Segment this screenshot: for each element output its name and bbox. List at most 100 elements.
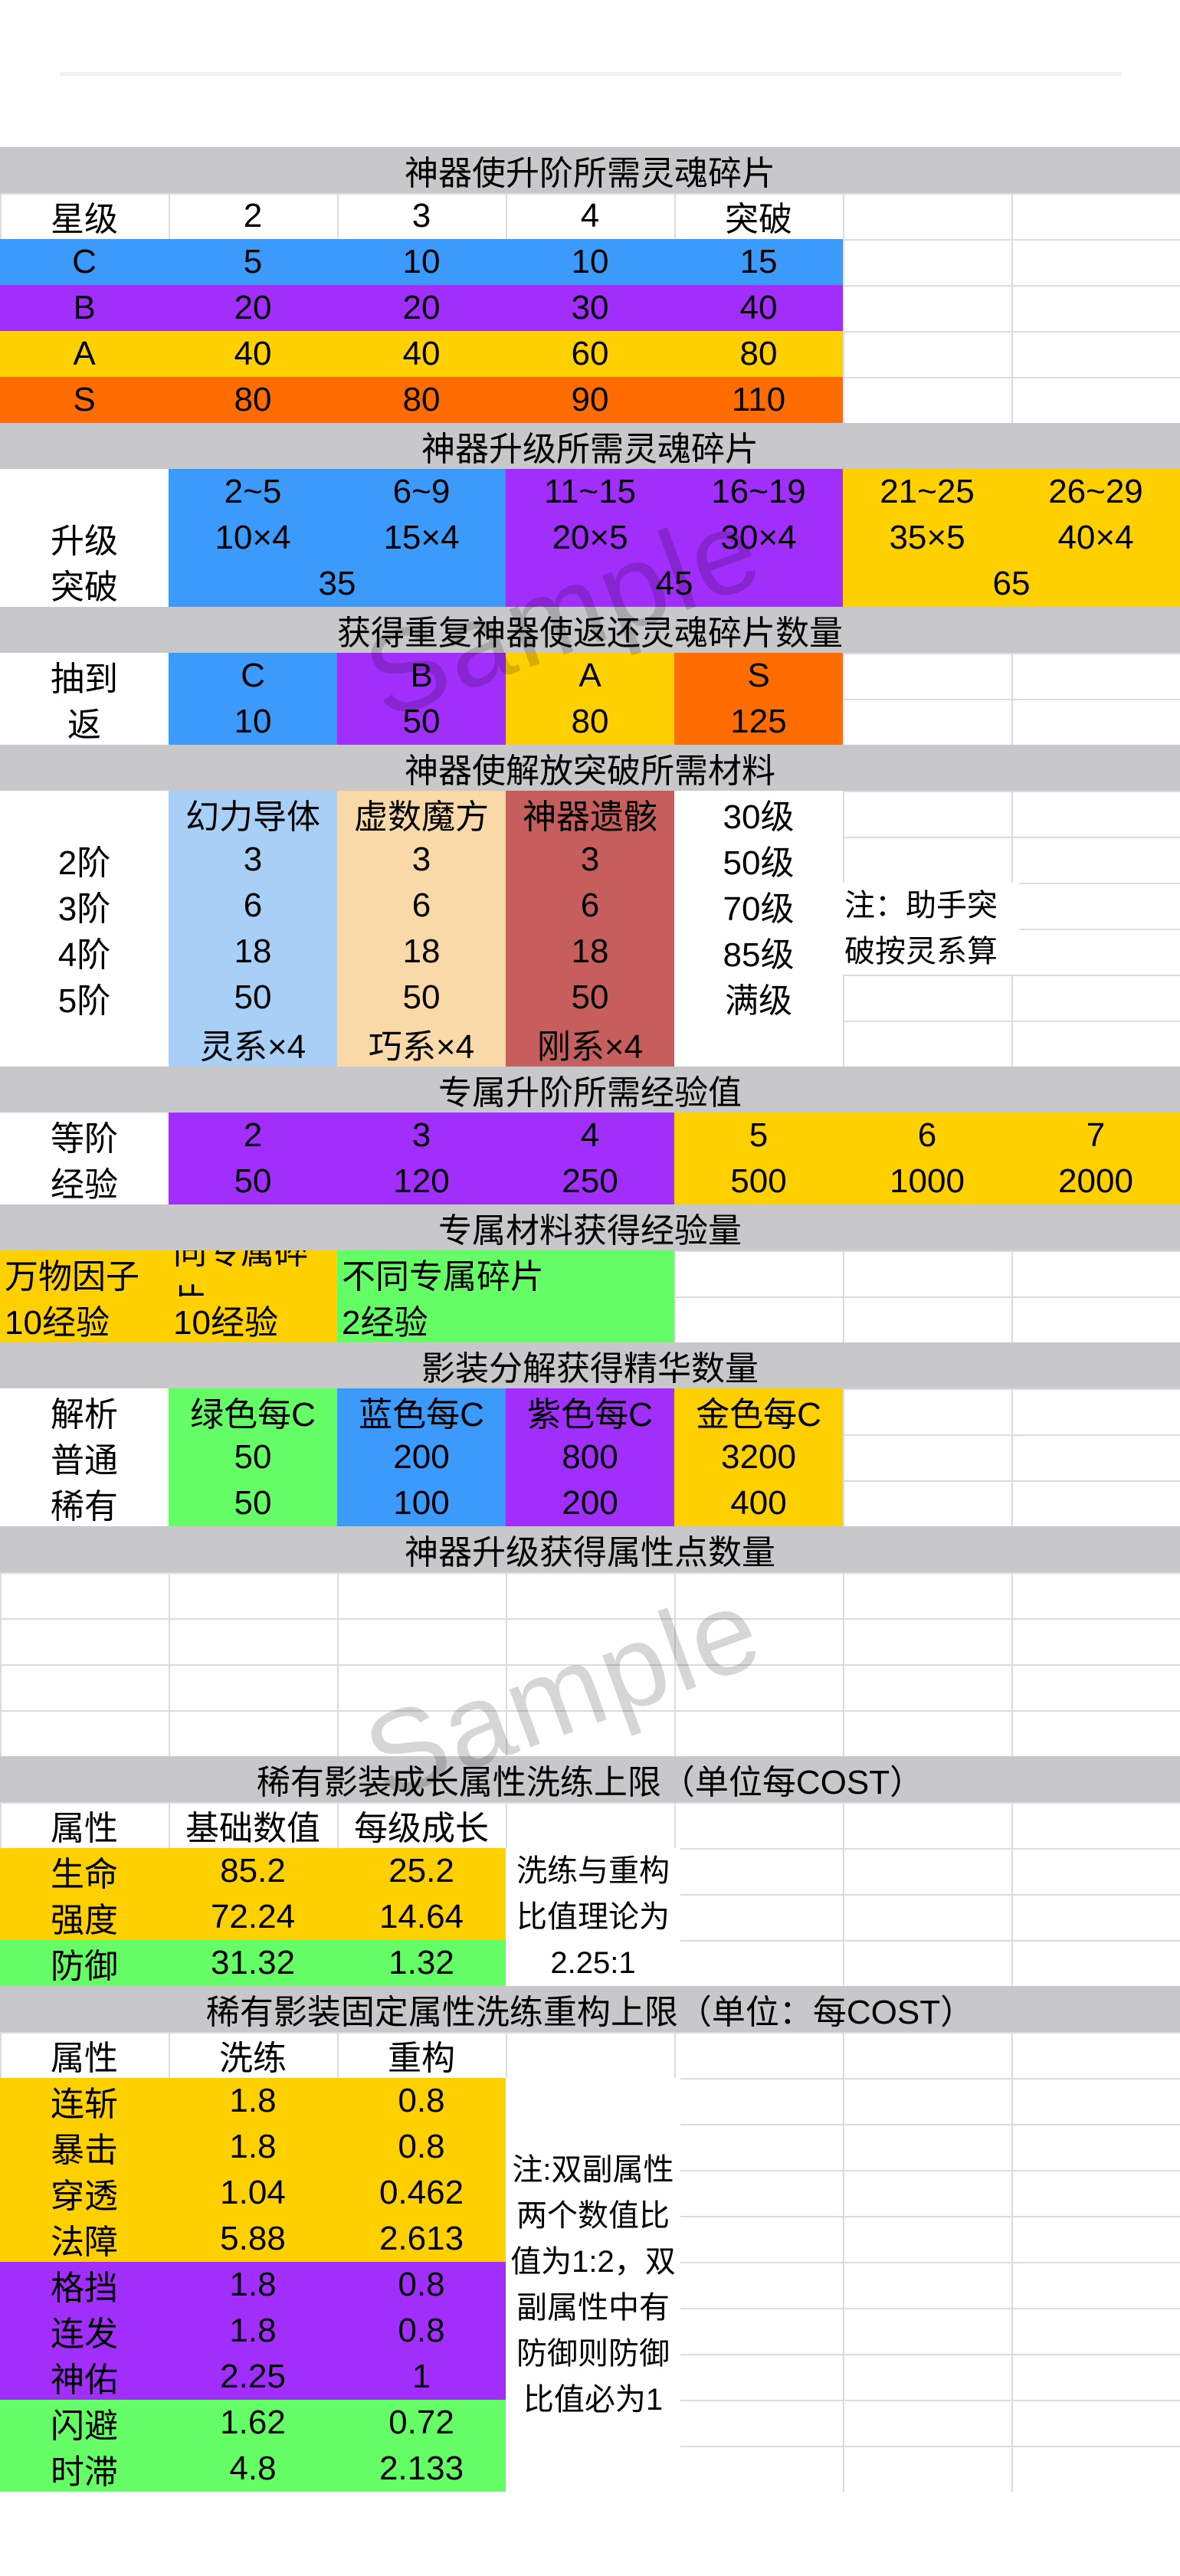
row-label: 返	[0, 699, 169, 745]
value-cell: 15	[674, 239, 843, 285]
value-cell: 30	[506, 285, 674, 331]
col-header: 3	[411, 197, 431, 234]
empty-cell	[674, 2078, 843, 2124]
empty-cell	[1011, 2262, 1180, 2308]
empty-cell	[1011, 1848, 1180, 1894]
col-header: 紫色每C	[506, 1388, 674, 1434]
section-title-dismantle-essence: 影装分解获得精华数量	[0, 1342, 1180, 1388]
empty-cell	[843, 1480, 1011, 1526]
empty-cell	[674, 2354, 843, 2400]
value-cell: 70级	[674, 883, 843, 929]
value-cell: 3	[506, 837, 674, 883]
section-exclusive-exp: 等阶 2 3 4 5 6 7 经验 50 120 250 500 1000 2000	[0, 1113, 1180, 1204]
value-cell: 110	[674, 377, 843, 423]
value-cell: 10经验	[169, 1296, 337, 1342]
empty-cell	[674, 1296, 843, 1342]
col-header: 蓝色每C	[337, 1388, 506, 1434]
value-cell: 2.613	[337, 2216, 506, 2262]
empty-cell	[843, 377, 1011, 423]
empty-cell	[1011, 2032, 1180, 2078]
value-cell: 85.2	[169, 1848, 337, 1894]
empty-cell	[1011, 975, 1180, 1021]
value-cell: 80	[337, 377, 506, 423]
empty-cell	[674, 2400, 843, 2446]
empty-cell	[843, 1848, 1011, 1894]
row-label: B	[0, 285, 169, 331]
value-cell: 120	[337, 1159, 506, 1204]
row-label: A	[0, 331, 169, 377]
empty-cell	[1011, 331, 1180, 377]
value-cell: 20	[337, 285, 506, 331]
value-cell: 50级	[674, 837, 843, 883]
row-label: 稀有	[0, 1480, 169, 1526]
value-cell: 80	[674, 331, 843, 377]
value-cell: 20	[169, 285, 337, 331]
value-cell: 5	[169, 239, 337, 285]
value-cell: 50	[169, 1434, 337, 1480]
col-header: 金色每C	[674, 1388, 843, 1434]
value-cell: 25.2	[337, 1848, 506, 1894]
empty-cell	[1011, 2124, 1180, 2170]
empty-cell	[843, 791, 1011, 837]
empty-cell	[843, 1940, 1011, 1986]
value-cell: 1.8	[169, 2124, 337, 2170]
empty-cell	[674, 1940, 843, 1986]
empty-cell	[674, 1848, 843, 1894]
empty-cell	[1011, 1388, 1180, 1434]
value-cell: 100	[337, 1480, 506, 1526]
value-cell: 6	[169, 883, 337, 929]
row-label: 强度	[0, 1894, 169, 1940]
value-cell: 80	[169, 377, 337, 423]
row-label: 神佑	[0, 2354, 169, 2400]
value-cell: 40	[337, 331, 506, 377]
empty-cell	[843, 193, 1011, 239]
empty-cell	[843, 653, 1011, 699]
value-cell: 6	[506, 883, 674, 929]
row-label: 普通	[0, 1434, 169, 1480]
empty-cell	[843, 2032, 1011, 2078]
value-cell: 1.8	[169, 2308, 337, 2354]
value-cell: C	[169, 653, 337, 699]
empty-cell	[1011, 1250, 1180, 1296]
value-cell: 30×4	[674, 515, 843, 561]
value-cell: 7	[1011, 1113, 1180, 1159]
value-cell: 1000	[843, 1159, 1011, 1204]
empty-cell	[843, 1296, 1011, 1342]
empty-cell	[674, 2032, 843, 2078]
empty-cell	[1011, 1480, 1180, 1526]
section-duplicate-refund: 抽到 C B A S 返 10 50 80 125	[0, 653, 1180, 745]
empty-cell	[1011, 377, 1180, 423]
empty-cell	[1011, 285, 1180, 331]
col-header: 神器遗骸	[506, 791, 674, 837]
value-cell: 65	[843, 561, 1180, 607]
empty-cell	[843, 2308, 1011, 2354]
empty-cell	[1011, 1434, 1180, 1480]
value-cell: 80	[506, 699, 674, 745]
value-cell: 18	[506, 929, 674, 975]
col-header: 基础数值	[185, 1810, 320, 1847]
value-cell: 10经验	[0, 1296, 169, 1342]
empty-cell	[843, 2170, 1011, 2216]
value-cell: 2~5	[169, 469, 337, 515]
empty-cell	[843, 975, 1011, 1021]
empty-cell	[1011, 2170, 1180, 2216]
value-cell: 0.8	[337, 2124, 506, 2170]
empty-cell	[1011, 699, 1180, 745]
value-cell: 16~19	[674, 469, 843, 515]
value-cell: 200	[506, 1480, 674, 1526]
value-cell: 250	[506, 1159, 674, 1204]
row-label: 升级	[0, 515, 169, 561]
value-cell: 1	[337, 2354, 506, 2400]
section-title-exclusive-exp: 专属升阶所需经验值	[0, 1067, 1180, 1113]
value-cell: 50	[169, 1159, 337, 1204]
empty-cell	[843, 331, 1011, 377]
value-cell: 0.462	[337, 2170, 506, 2216]
value-cell: 18	[337, 929, 506, 975]
empty-cell	[843, 2400, 1011, 2446]
empty-cell	[674, 2308, 843, 2354]
value-cell: 10	[337, 239, 506, 285]
empty-cell	[674, 2216, 843, 2262]
value-cell: 500	[674, 1159, 843, 1204]
empty-cell	[674, 1250, 843, 1296]
empty-cell	[843, 2354, 1011, 2400]
